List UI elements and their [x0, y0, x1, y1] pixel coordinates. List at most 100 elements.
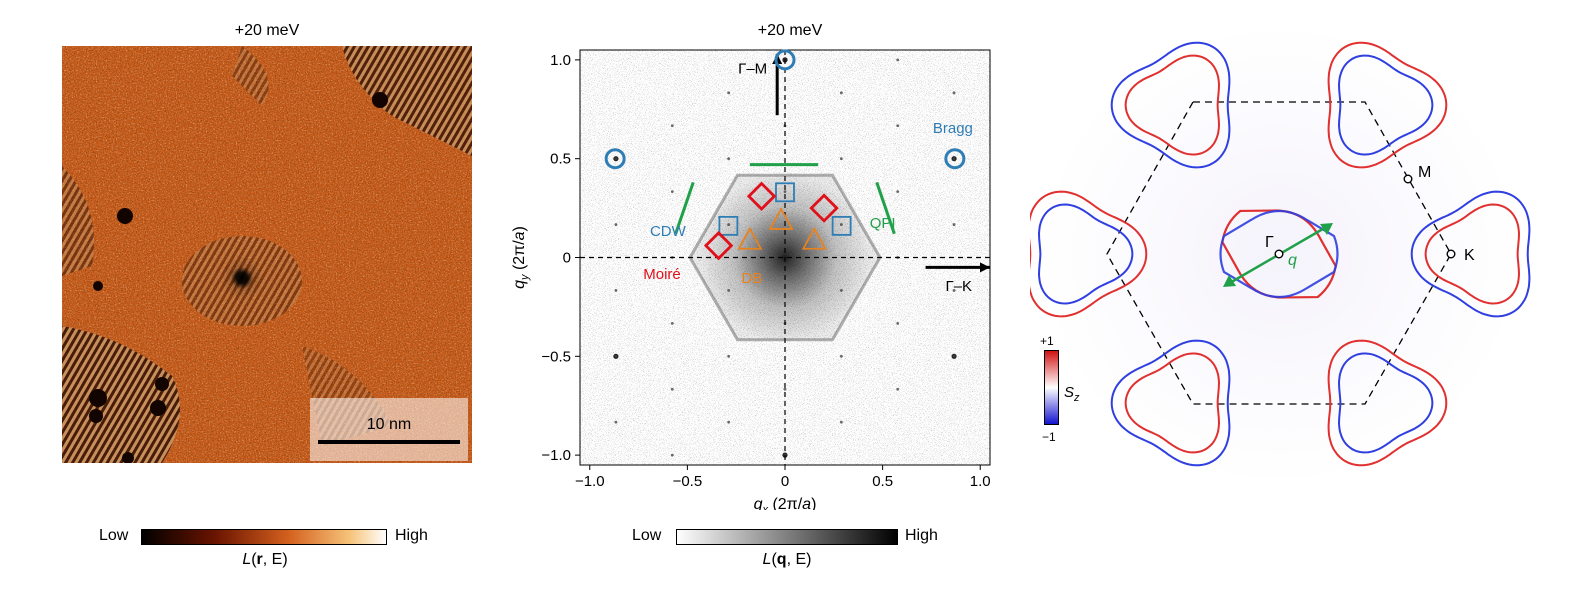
real-space-map: 10 nm: [62, 46, 472, 463]
cdw-peak-spot: [670, 387, 674, 391]
scalebar-label: 10 nm: [367, 416, 411, 433]
fermi-pocket-outer: [1327, 41, 1448, 169]
qpi-line: [875, 181, 896, 235]
fermi-pocket-outer: [1327, 339, 1448, 467]
gamma-m-label: Γ–M: [738, 61, 767, 78]
x-tick-label: 0: [781, 473, 789, 490]
qpi-line: [674, 181, 695, 235]
cdw-peak-spot: [614, 223, 618, 226]
center-pocket-down: [1219, 209, 1339, 299]
fermi-surface-diagram: Γ q M K: [1030, 30, 1531, 485]
cdw-peak-spot: [670, 453, 674, 457]
cdw-peak-spot: [783, 190, 787, 194]
cdw-peak-spot: [896, 58, 900, 62]
y-tick-label: −1.0: [541, 447, 571, 464]
qpi-label: QPI: [870, 215, 896, 232]
bragg-marker: [604, 148, 626, 170]
gamma-k-label: Γ–K: [945, 278, 972, 295]
cdw-peak-spot: [839, 354, 843, 358]
m-point: [1403, 174, 1413, 184]
colorbar-c-symbol: Sz: [1064, 384, 1080, 404]
colorbar-a-high: High: [395, 527, 428, 544]
q-label: q: [1288, 252, 1297, 269]
fermi-pocket-inner: [1037, 203, 1134, 305]
cdw-peak-spot: [727, 223, 731, 226]
cdw-peak-spot: [839, 289, 843, 292]
panel-a-title: +20 meV: [234, 22, 300, 39]
cdw-peak-spot: [670, 190, 674, 194]
x-tick-label: 1.0: [970, 473, 991, 490]
x-tick-label: −1.0: [575, 473, 605, 490]
fermi-pocket-outer: [1410, 190, 1531, 318]
fermi-pocket-inner: [1424, 203, 1521, 305]
y-tick-label: 0: [563, 250, 571, 267]
fermi-pocket-inner: [1337, 352, 1434, 454]
cdw-peak-spot: [614, 289, 618, 292]
colorbar-a-caption: L(r, E): [242, 551, 288, 568]
cdw-peak-spot: [727, 354, 731, 358]
cdw-peak-spot: [896, 321, 900, 325]
colorbar-c: [1044, 350, 1059, 425]
cdw-peak-spot: [727, 91, 731, 95]
cdw-marker: [718, 215, 739, 236]
cdw-peak-spot: [727, 420, 731, 424]
plot-area: [580, 50, 990, 465]
moire-marker: [809, 193, 839, 223]
db-marker: [801, 226, 827, 250]
k-label: K: [1464, 247, 1475, 264]
gamma-label: Γ: [1265, 234, 1274, 251]
colorbar-a-low: Low: [99, 527, 129, 544]
scalebar-backdrop: [310, 398, 468, 461]
x-axis-label: qx (2π/a): [754, 496, 817, 510]
cdw-peak-spot: [952, 223, 956, 226]
cdw-peak-spot: [727, 289, 731, 292]
cdw-marker: [831, 215, 852, 236]
cdw-peak-spot: [839, 223, 843, 226]
cdw-peak-spot: [783, 387, 787, 391]
cdw-peak-spot: [614, 420, 618, 424]
db-marker: [737, 226, 763, 250]
bragg-marker: [774, 49, 796, 71]
fermi-pocket-outer: [1030, 190, 1148, 318]
cdw-peak-spot: [670, 124, 674, 128]
colorbar-c-top: +1: [1040, 334, 1054, 348]
m-label: M: [1418, 164, 1431, 181]
colorbar-b-low: Low: [632, 527, 662, 544]
cdw-label: CDW: [650, 223, 687, 240]
y-tick-label: 0.5: [550, 151, 571, 168]
y-tick-label: 1.0: [550, 52, 571, 69]
cdw-peak-spot: [670, 321, 674, 325]
direction-arrow-head: [980, 262, 990, 273]
cdw-peak-spot: [727, 157, 731, 161]
cdw-peak-spot: [952, 157, 956, 161]
brillouin-zone-hexagon: [1106, 101, 1452, 405]
cdw-peak-spot: [614, 354, 618, 358]
q-arrow-head-start: [1223, 275, 1236, 287]
db-label: DB: [741, 270, 762, 287]
cdw-peak-spot: [839, 420, 843, 424]
q-arrow-head-end: [1320, 223, 1333, 235]
x-tick-label: 0.5: [872, 473, 893, 490]
fermi-pocket-outer: [1110, 41, 1231, 169]
db-marker: [768, 207, 794, 230]
cdw-peak-spot: [952, 91, 956, 95]
cdw-peak-spot: [896, 190, 900, 194]
fermi-pocket-inner: [1124, 54, 1221, 156]
cdw-peak-spot: [839, 157, 843, 161]
cdw-peak-spot: [952, 289, 956, 292]
cdw-peak-spot: [952, 354, 956, 358]
cdw-peak-spot: [839, 91, 843, 95]
cdw-peak-spot: [896, 387, 900, 391]
k-point: [1446, 249, 1456, 259]
colorbar-b-caption: L(q, E): [762, 551, 812, 568]
cdw-peak-spot: [614, 157, 618, 161]
cdw-peak-spot: [896, 124, 900, 128]
scalebar: [318, 440, 460, 444]
y-axis-label: qy (2π/a): [511, 226, 531, 289]
x-tick-label: −0.5: [673, 473, 703, 490]
fermi-pocket-inner: [1337, 54, 1434, 156]
panel-b-title: +20 meV: [757, 22, 823, 39]
colorbar-b-high: High: [905, 527, 938, 544]
fermi-pocket-inner: [1124, 352, 1221, 454]
colorbar-b: [676, 529, 898, 545]
